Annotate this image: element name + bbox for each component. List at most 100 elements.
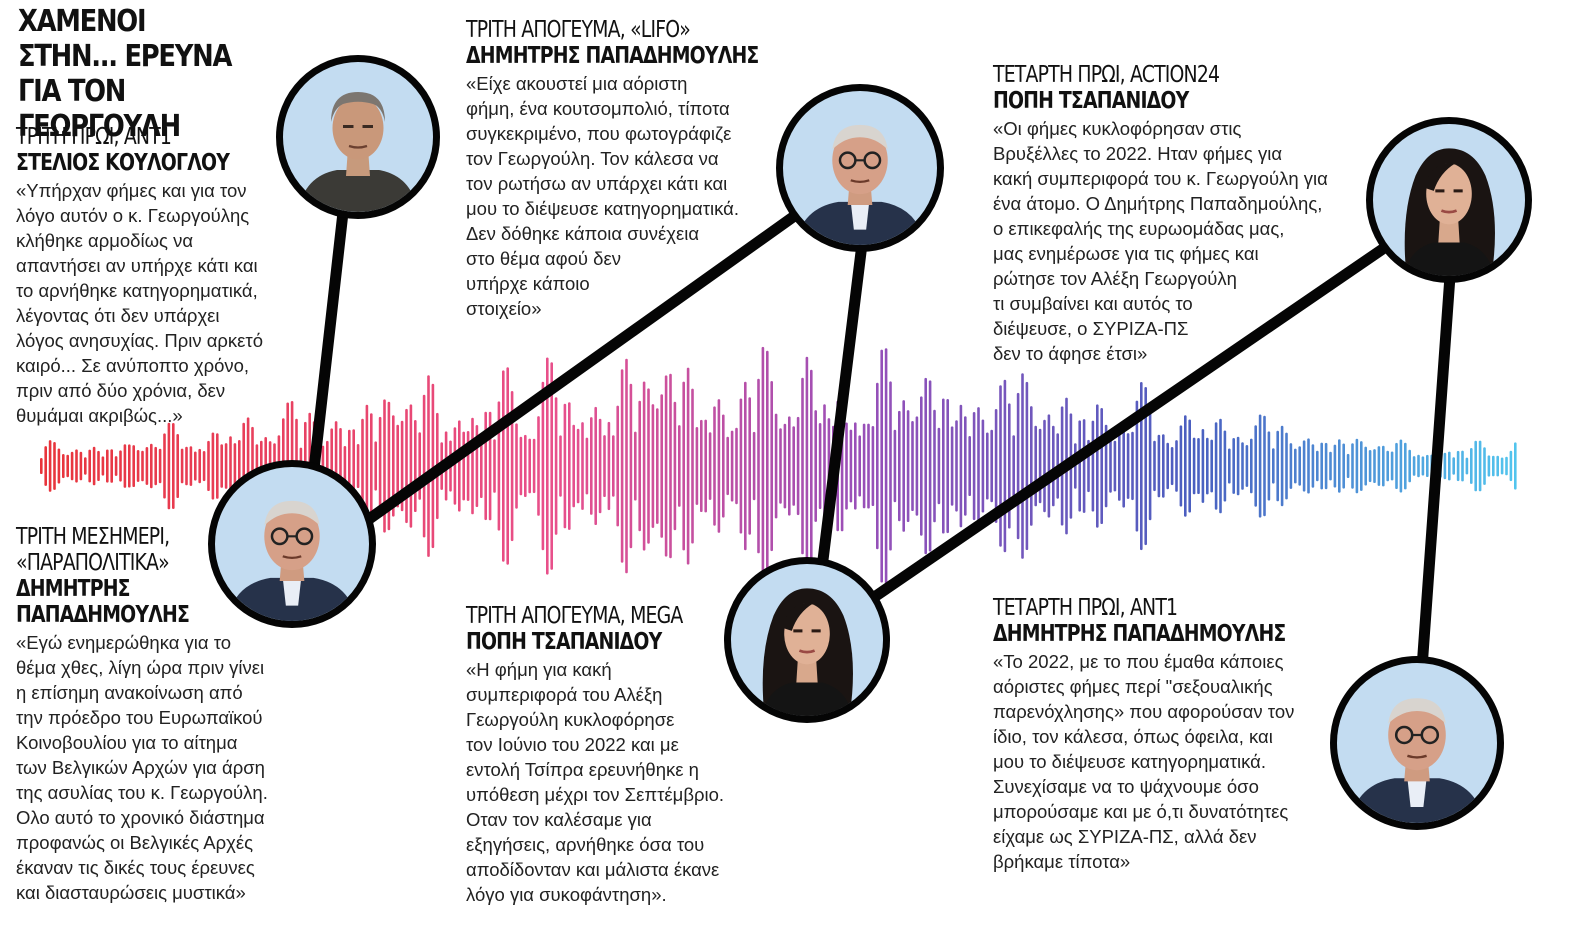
waveform-bar	[154, 446, 157, 486]
waveform-bar	[638, 400, 641, 532]
waveform-bar	[79, 451, 83, 481]
waveform-bar	[1514, 442, 1517, 490]
waveform-bar	[893, 429, 897, 503]
waveform-bar	[735, 427, 738, 505]
waveform-bar	[928, 380, 932, 552]
waveform-bar	[686, 367, 690, 565]
waveform-bar	[950, 426, 954, 506]
waveform-bar	[880, 349, 883, 583]
waveform-bar	[739, 398, 743, 534]
waveform-bar	[1505, 456, 1508, 476]
waveform-bar	[1346, 453, 1350, 478]
waveform-bar	[1289, 443, 1293, 489]
waveform-bar	[1166, 442, 1169, 490]
waveform-bar	[1175, 440, 1178, 492]
waveform-bar	[119, 450, 122, 482]
waveform-bar	[1417, 454, 1420, 478]
waveform-bar	[594, 406, 597, 525]
waveform-bar	[713, 406, 716, 526]
waveform-bar	[1399, 439, 1403, 493]
waveform-bar	[568, 402, 571, 530]
waveform-bar	[1302, 440, 1306, 492]
waveform-bar	[392, 415, 395, 517]
waveform-bar	[792, 426, 795, 506]
waveform-bar	[1311, 444, 1315, 488]
waveform-bar	[757, 378, 760, 554]
waveform-bar	[563, 403, 567, 529]
waveform-bar	[128, 444, 131, 488]
waveform-bar	[770, 381, 773, 552]
waveform-bar	[1250, 438, 1253, 494]
waveform-bar	[123, 444, 127, 488]
waveform-bar	[493, 439, 496, 493]
waveform-bar	[722, 414, 725, 518]
waveform-bar	[911, 421, 914, 511]
waveform-bar	[678, 425, 681, 507]
waveform-bar	[180, 448, 184, 484]
waveform-bar	[1258, 414, 1262, 518]
connector-line	[1416, 270, 1456, 674]
waveform-bar	[1012, 435, 1015, 497]
waveform-bar	[968, 436, 971, 496]
waveform-bar	[1232, 438, 1235, 494]
woman-dark-hair-portrait	[724, 557, 890, 723]
waveform-bar	[964, 416, 967, 516]
waveform-bar	[752, 431, 756, 501]
waveform-bar	[172, 423, 175, 509]
waveform-bar	[1267, 431, 1271, 501]
connector-line	[816, 238, 868, 574]
waveform-bar	[1443, 452, 1447, 480]
waveform-bar	[862, 423, 866, 509]
waveform-bar	[572, 424, 575, 508]
waveform-bar	[660, 394, 663, 538]
waveform-bar	[524, 434, 527, 497]
waveform-bar	[805, 356, 809, 576]
waveform-bar	[352, 429, 355, 503]
waveform-bar	[977, 407, 980, 525]
waveform-bar	[1421, 456, 1425, 476]
headline-line: ΧΑΜΕΝΟΙ	[18, 4, 147, 39]
waveform-bar	[779, 428, 782, 504]
waveform-bar	[1144, 387, 1147, 546]
waveform-bar	[1140, 382, 1143, 551]
statement-quote: «Η φήμη για κακή συμπεριφορά του Αλέξη Γ…	[466, 659, 725, 905]
waveform-bar	[97, 450, 100, 481]
waveform-bar	[607, 421, 611, 511]
waveform-bar	[708, 432, 712, 500]
waveform-bar	[810, 369, 813, 563]
waveform-bar	[581, 422, 584, 510]
waveform-bar	[1509, 450, 1513, 482]
portrait-illustration	[1349, 698, 1485, 823]
statement-papadimoulis-parapolitika: ΤΡΙΤΗ ΜΕΣΗΜΕΡΙ, «ΠΑΡΑΠΟΛΙΤΙΚΑ» ΔΗΜΗΤΡΗΣ …	[16, 524, 316, 905]
portrait-illustration	[227, 500, 357, 621]
waveform-bar	[1223, 430, 1227, 502]
statement-name: ΔΗΜΗΤΡΗΣ ΠΑΠΑΔΗΜΟΥΛΗΣ	[993, 621, 1286, 647]
waveform-bar	[207, 440, 210, 491]
waveform-bar	[1214, 422, 1218, 510]
waveform-bar	[378, 416, 382, 515]
waveform-bar	[383, 399, 386, 533]
waveform-bar	[1276, 430, 1279, 502]
waveform-bar	[669, 373, 672, 559]
waveform-bar	[656, 408, 659, 524]
waveform-bar	[704, 419, 707, 513]
waveform-bar	[629, 383, 633, 549]
waveform-bar	[409, 404, 413, 528]
man-grey-hair-portrait	[276, 55, 440, 219]
waveform-bar	[783, 423, 787, 509]
waveform-bar	[361, 418, 364, 514]
connector-line	[307, 180, 352, 484]
waveform-bar	[1390, 451, 1394, 481]
statement-name: ΠΟΠΗ ΤΣΑΠΑΝΙΔΟΥ	[466, 629, 662, 655]
waveform-bar	[356, 444, 360, 488]
waveform-bar	[889, 381, 892, 551]
waveform-bar	[796, 416, 800, 516]
waveform-bar	[53, 442, 56, 490]
waveform-bar	[92, 446, 96, 486]
waveform-bar	[598, 418, 602, 514]
waveform-bar	[761, 346, 765, 586]
waveform-bar	[1236, 436, 1240, 496]
waveform-bar	[1118, 431, 1121, 501]
waveform-bar	[1197, 438, 1200, 494]
